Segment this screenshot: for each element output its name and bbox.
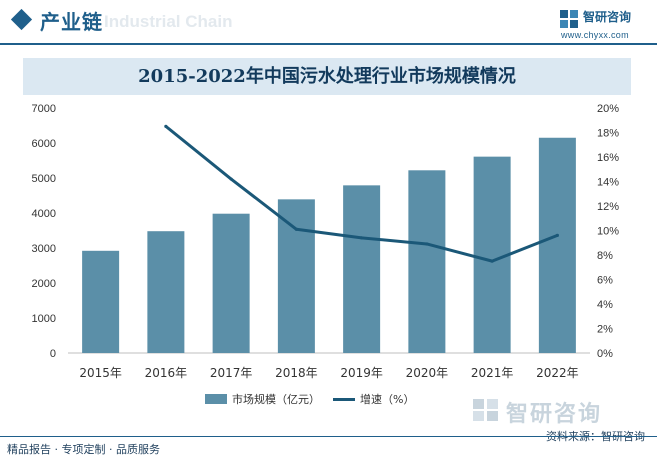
x-tick-label: 2017年	[210, 366, 253, 380]
y-right-tick-label: 14%	[597, 177, 619, 189]
y-right-tick-label: 0%	[597, 348, 613, 360]
y-right-tick-label: 10%	[597, 226, 619, 238]
bar-0	[82, 250, 120, 353]
y-left-tick-label: 2000	[32, 278, 56, 290]
chart-title-band: 2015-2022年中国污水处理行业市场规模情况	[23, 58, 631, 95]
y-right-tick-label: 6%	[597, 275, 613, 287]
growth-point-3	[294, 227, 298, 231]
bar-4	[343, 185, 381, 353]
legend-bar-label: 市场规模（亿元）	[232, 393, 320, 406]
bottom-brand-watermark: 智研咨询	[472, 396, 642, 427]
bar-3	[277, 199, 315, 353]
bottom-logo-icon	[473, 399, 498, 421]
header-divider	[0, 43, 657, 45]
growth-point-6	[490, 259, 494, 263]
growth-point-1	[164, 124, 168, 128]
y-left-tick-label: 1000	[32, 313, 56, 325]
growth-point-5	[425, 242, 429, 246]
y-right-tick-label: 20%	[597, 103, 619, 115]
x-tick-label: 2022年	[536, 366, 579, 380]
brand-url[interactable]: www.chyxx.com	[561, 30, 629, 40]
growth-point-4	[360, 236, 364, 240]
y-left-tick-label: 5000	[32, 173, 56, 185]
y-left-tick-label: 3000	[32, 243, 56, 255]
bar-7	[538, 137, 576, 353]
legend-bar-swatch	[205, 394, 227, 404]
x-tick-label: 2021年	[471, 366, 514, 380]
bottom-brand-name: 智研咨询	[506, 402, 603, 427]
y-right-tick-label: 8%	[597, 250, 613, 262]
ghost-watermark-text: Industrial Chain	[104, 12, 233, 31]
bar-5	[408, 170, 446, 353]
y-right-tick-label: 12%	[597, 201, 619, 213]
section-title: 产业链	[40, 10, 103, 34]
y-right-tick-label: 16%	[597, 152, 619, 164]
header-bar: 产业链 Industrial Chain 智研咨询 www.chyxx.com	[0, 0, 657, 45]
y-left-tick-label: 7000	[32, 103, 56, 115]
growth-point-2	[229, 177, 233, 181]
y-left-tick-label: 6000	[32, 138, 56, 150]
bar-1	[147, 231, 185, 353]
brand-logo-icon	[560, 10, 578, 28]
y-left-tick-label: 0	[50, 348, 56, 360]
legend-line-label: 增速（%）	[360, 393, 415, 406]
x-tick-label: 2018年	[275, 366, 318, 380]
footer-slogan: 精品报告 · 专项定制 · 品质服务	[7, 443, 160, 456]
legend-line-swatch	[333, 398, 355, 401]
x-tick-label: 2016年	[145, 366, 188, 380]
x-tick-label: 2019年	[340, 366, 383, 380]
x-tick-label: 2020年	[406, 366, 449, 380]
x-tick-label: 2015年	[79, 366, 122, 380]
bar-2	[212, 213, 250, 353]
growth-point-7	[555, 233, 559, 237]
brand-name: 智研咨询	[583, 10, 632, 24]
footer-divider	[0, 436, 657, 437]
y-right-tick-label: 4%	[597, 299, 613, 311]
y-right-tick-label: 2%	[597, 324, 613, 336]
chart-title: 2015-2022年中国污水处理行业市场规模情况	[138, 66, 516, 87]
y-right-tick-label: 18%	[597, 128, 619, 140]
y-left-tick-label: 4000	[32, 208, 56, 220]
brand-logo-block[interactable]: 智研咨询 www.chyxx.com	[559, 6, 649, 42]
